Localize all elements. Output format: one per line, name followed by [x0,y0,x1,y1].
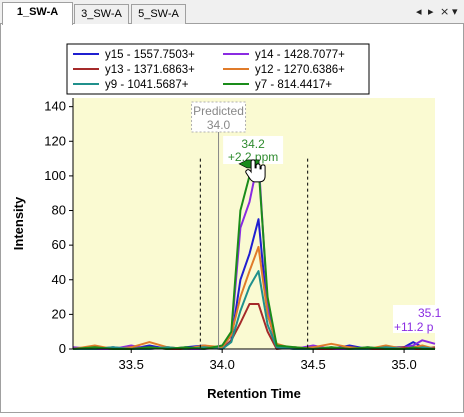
y-tick-label: 120 [44,133,66,148]
y-tick-label: 0 [59,341,66,356]
previous-tab-icon[interactable]: ◂ [416,5,422,18]
legend-entry: y7 - 814.4417+ [255,79,332,91]
chart-panel[interactable]: Predicted 34.0 34.2 +2.2 ppm 35.1 +11.2 … [0,24,464,413]
legend-entry: y13 - 1371.6863+ [105,64,195,76]
y-axis-title: Intensity [11,196,26,250]
tab-1-sw-a[interactable]: 1_SW-A [2,2,73,25]
predicted-label: Predicted [193,104,244,118]
x-axis-title: Retention Time [207,386,301,401]
tab-5-sw-a[interactable]: 5_SW-A [131,4,186,24]
y-tick-label: 40 [52,272,66,287]
close-tab-icon[interactable]: × [440,5,450,18]
y-tick-label: 140 [44,99,66,114]
predicted-value: 34.0 [207,118,231,132]
chromatogram-chart[interactable]: Predicted 34.0 34.2 +2.2 ppm 35.1 +11.2 … [1,24,463,412]
plot-area[interactable] [73,98,435,349]
tab-menu-icon[interactable]: ▾ [452,5,458,18]
next-tab-icon[interactable]: ▸ [428,5,434,18]
hand-cursor-icon [245,159,266,183]
legend: y15 - 1557.7503+ y14 - 1428.7077+ y13 - 13… [66,43,370,95]
edge-label-box [393,305,437,333]
y-tick-label: 80 [52,203,66,218]
legend-entry: y12 - 1270.6386+ [255,64,345,76]
edge-ppm-label: +11.2 p [394,320,434,334]
series-line-3[interactable] [72,245,436,350]
x-tick-label: 34.0 [210,357,235,372]
x-tick-label: 33.5 [119,357,144,372]
y-tick-label: 20 [52,306,66,321]
peak-rt-label: 34.2 [241,137,265,151]
legend-entry: y9 - 1041.5687+ [105,79,189,91]
peak-label-box [223,136,284,164]
tab-3-sw-a[interactable]: 3_SW-A [74,4,129,24]
peak-ppm-label: +2.2 ppm [228,150,278,164]
tab-bar: 1_SW-A 3_SW-A 5_SW-A ◂ ▸ × ▾ [0,0,464,25]
legend-entry: y14 - 1428.7077+ [255,49,345,61]
predicted-label-box [191,101,247,133]
y-tick-label: 100 [44,168,66,183]
legend-entry: y15 - 1557.7503+ [105,49,195,61]
x-tick-label: 34.5 [300,357,325,372]
edge-rt-label: 35.1 [418,306,442,320]
x-tick-label: 35.0 [391,357,416,372]
y-tick-label: 60 [52,237,66,252]
